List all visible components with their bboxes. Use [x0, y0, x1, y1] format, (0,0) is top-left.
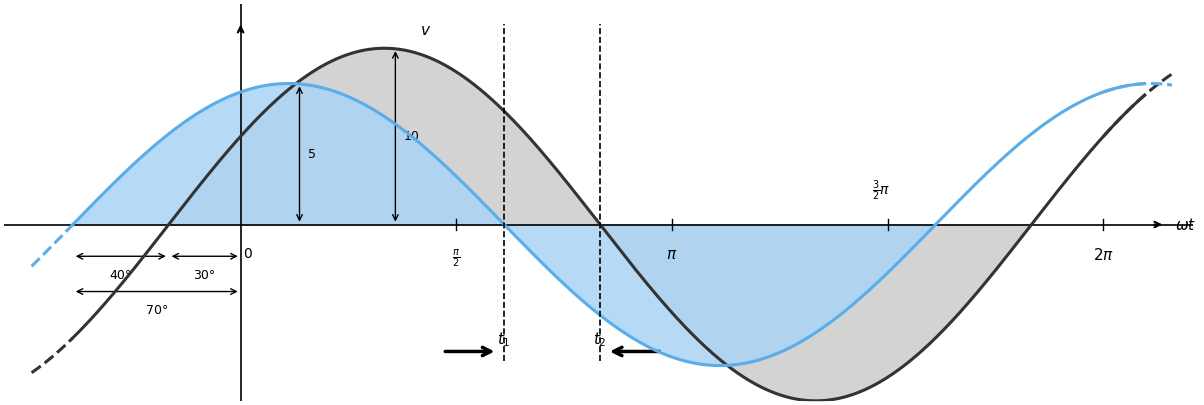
Text: 5: 5	[308, 147, 315, 160]
Text: $2\pi$: $2\pi$	[1093, 247, 1114, 264]
Text: $\frac{3}{2}\pi$: $\frac{3}{2}\pi$	[872, 179, 890, 203]
Text: $\frac{\pi}{2}$: $\frac{\pi}{2}$	[453, 247, 460, 269]
Text: $\omega t$: $\omega t$	[1175, 217, 1196, 232]
Text: 40°: 40°	[110, 269, 132, 281]
Text: $t_1$: $t_1$	[497, 330, 510, 349]
Text: $t_2$: $t_2$	[594, 330, 607, 349]
Text: $\pi$: $\pi$	[666, 247, 678, 262]
Text: 30°: 30°	[194, 269, 216, 281]
Text: $0$: $0$	[242, 247, 253, 262]
Text: 10: 10	[403, 130, 419, 143]
Text: $v$: $v$	[420, 23, 431, 38]
Text: 70°: 70°	[146, 304, 167, 317]
